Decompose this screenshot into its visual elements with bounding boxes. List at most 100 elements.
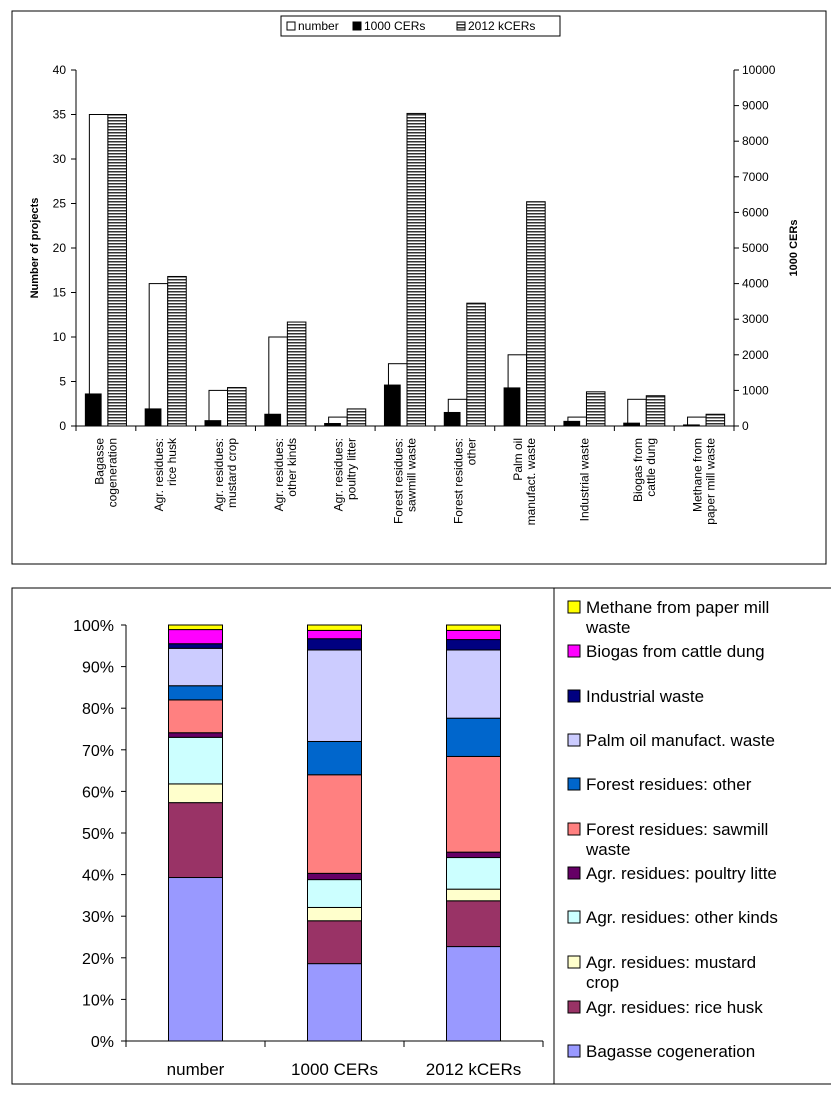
chart-legend: number 1000 CERs 2012 kCERs: [280, 15, 561, 37]
y-tick-label: 100%: [73, 618, 114, 635]
category-label: Agr. residues:: [272, 438, 286, 511]
bar-2012-kcers: [107, 114, 127, 427]
y-tick-label: 0%: [91, 1034, 114, 1051]
bar-2012-kcers: [286, 321, 307, 427]
bar-2012-kcers: [167, 275, 187, 427]
right-tick-label: 5000: [742, 241, 769, 255]
category-label: Agr. residues:: [212, 438, 226, 511]
legend-label: Biogas from cattle dung: [586, 642, 765, 661]
right-tick-label: 3000: [742, 312, 769, 326]
category-label: Biogas from: [631, 438, 645, 502]
legend-swatch: [567, 1000, 581, 1014]
stack-segment: [168, 643, 223, 649]
category-label: manufact. waste: [524, 438, 538, 526]
legend-swatch: [567, 1044, 581, 1058]
stacked-percent-chart: 0% 10% 20% 30% 40% 50% 60% 70% 80% 90% 100% number 1…: [11, 587, 831, 1085]
bar-1000-cers: [144, 408, 162, 427]
bar-2012-kcers: [346, 408, 367, 427]
legend-label: Agr. residues: poultry litte: [586, 864, 777, 883]
right-tick-label: 8000: [742, 134, 769, 148]
bar-1000-cers: [503, 387, 521, 427]
stack-segment: [307, 649, 362, 742]
left-axis-title: Number of projects: [29, 198, 41, 299]
stack-segment: [168, 802, 223, 879]
legend-label: waste: [585, 618, 630, 637]
y-tick-label: 90%: [82, 660, 114, 677]
legend-swatch: [352, 21, 362, 31]
bar-1000-cers: [563, 420, 581, 427]
bar-1000-cers: [623, 422, 640, 427]
left-tick-label: 0: [59, 419, 66, 433]
right-tick-label: 6000: [742, 205, 769, 219]
bar-1000-cers: [204, 420, 222, 427]
legend-swatch: [567, 910, 581, 924]
stack-segment: [168, 732, 223, 738]
stack-segment: [446, 888, 501, 902]
bar-number: [148, 283, 169, 427]
bar-number: [88, 114, 109, 427]
category-label: Methane from: [691, 438, 705, 512]
stack-segment: [168, 877, 223, 1042]
legend-label: Forest residues: sawmill: [586, 820, 768, 839]
stack-segment: [168, 699, 223, 734]
category-label: Forest residues:: [392, 438, 406, 524]
y-tick-label: 50%: [82, 826, 114, 843]
stack-segment: [446, 857, 501, 890]
legend-label: Forest residues: other: [586, 775, 752, 794]
stack-segment: [168, 629, 223, 645]
y-tick-label: 80%: [82, 701, 114, 718]
category-label: Agr. residues:: [332, 438, 346, 511]
legend-swatch: [567, 777, 581, 791]
stack-segment: [307, 920, 362, 965]
stack-segment: [446, 624, 501, 631]
bar-2012-kcers: [645, 395, 666, 427]
left-tick-label: 15: [53, 286, 67, 300]
stack-segment: [446, 755, 501, 853]
legend-label: Palm oil manufact. waste: [586, 731, 775, 750]
category-label: cattle dung: [644, 438, 658, 497]
right-tick-label: 2000: [742, 348, 769, 362]
stack-segment: [307, 963, 362, 1042]
y-tick-label: 60%: [82, 784, 114, 801]
legend-swatch: [567, 689, 581, 703]
left-tick-label: 40: [53, 63, 67, 77]
left-tick-label: 5: [59, 375, 66, 389]
project-bar-chart: 0 5 10 15 20 25 30 35 40 0 1000 2000 3000 4000 5000 600…: [11, 10, 827, 565]
category-label: sawmill waste: [405, 438, 419, 512]
stack-segment: [168, 783, 223, 804]
stack-segment: [446, 649, 501, 719]
legend-swatch: [286, 21, 296, 31]
stack-segment: [307, 638, 362, 651]
category-label: poultry litter: [345, 438, 359, 500]
legend-swatch: [567, 600, 581, 614]
bar-2012-kcers: [526, 201, 546, 427]
chart-frame: [11, 10, 827, 565]
stack-segment: [446, 900, 501, 948]
bar-2012-kcers: [585, 391, 606, 427]
bar-2012-kcers: [466, 302, 486, 427]
legend-label: crop: [586, 973, 619, 992]
right-tick-label: 0: [742, 419, 749, 433]
legend-swatch: [567, 733, 581, 747]
legend-label: Bagasse cogeneration: [586, 1042, 755, 1061]
legend-label: Industrial waste: [586, 687, 704, 706]
bottom-chart-panel: 0% 10% 20% 30% 40% 50% 60% 70% 80% 90% 100% number 1…: [0, 572, 831, 1088]
right-tick-label: 10000: [742, 63, 776, 77]
left-tick-label: 30: [53, 152, 67, 166]
category-label: mustard crop: [225, 438, 239, 508]
stack-segment: [446, 639, 501, 651]
left-tick-label: 20: [53, 241, 67, 255]
bar-2012-kcers: [406, 112, 427, 427]
legend-label: 1000 CERs: [364, 19, 425, 33]
y-tick-label: 10%: [82, 992, 114, 1009]
legend-label: Agr. residues: mustard: [586, 953, 756, 972]
legend-box: [553, 587, 831, 1085]
legend-swatch: [567, 955, 581, 969]
category-label: cogeneration: [105, 438, 119, 507]
bar-2012-kcers: [227, 387, 247, 427]
bar-2012-kcers: [705, 413, 726, 427]
legend-label: waste: [585, 840, 630, 859]
stack-segment: [307, 872, 362, 881]
y-tick-label: 70%: [82, 743, 114, 760]
